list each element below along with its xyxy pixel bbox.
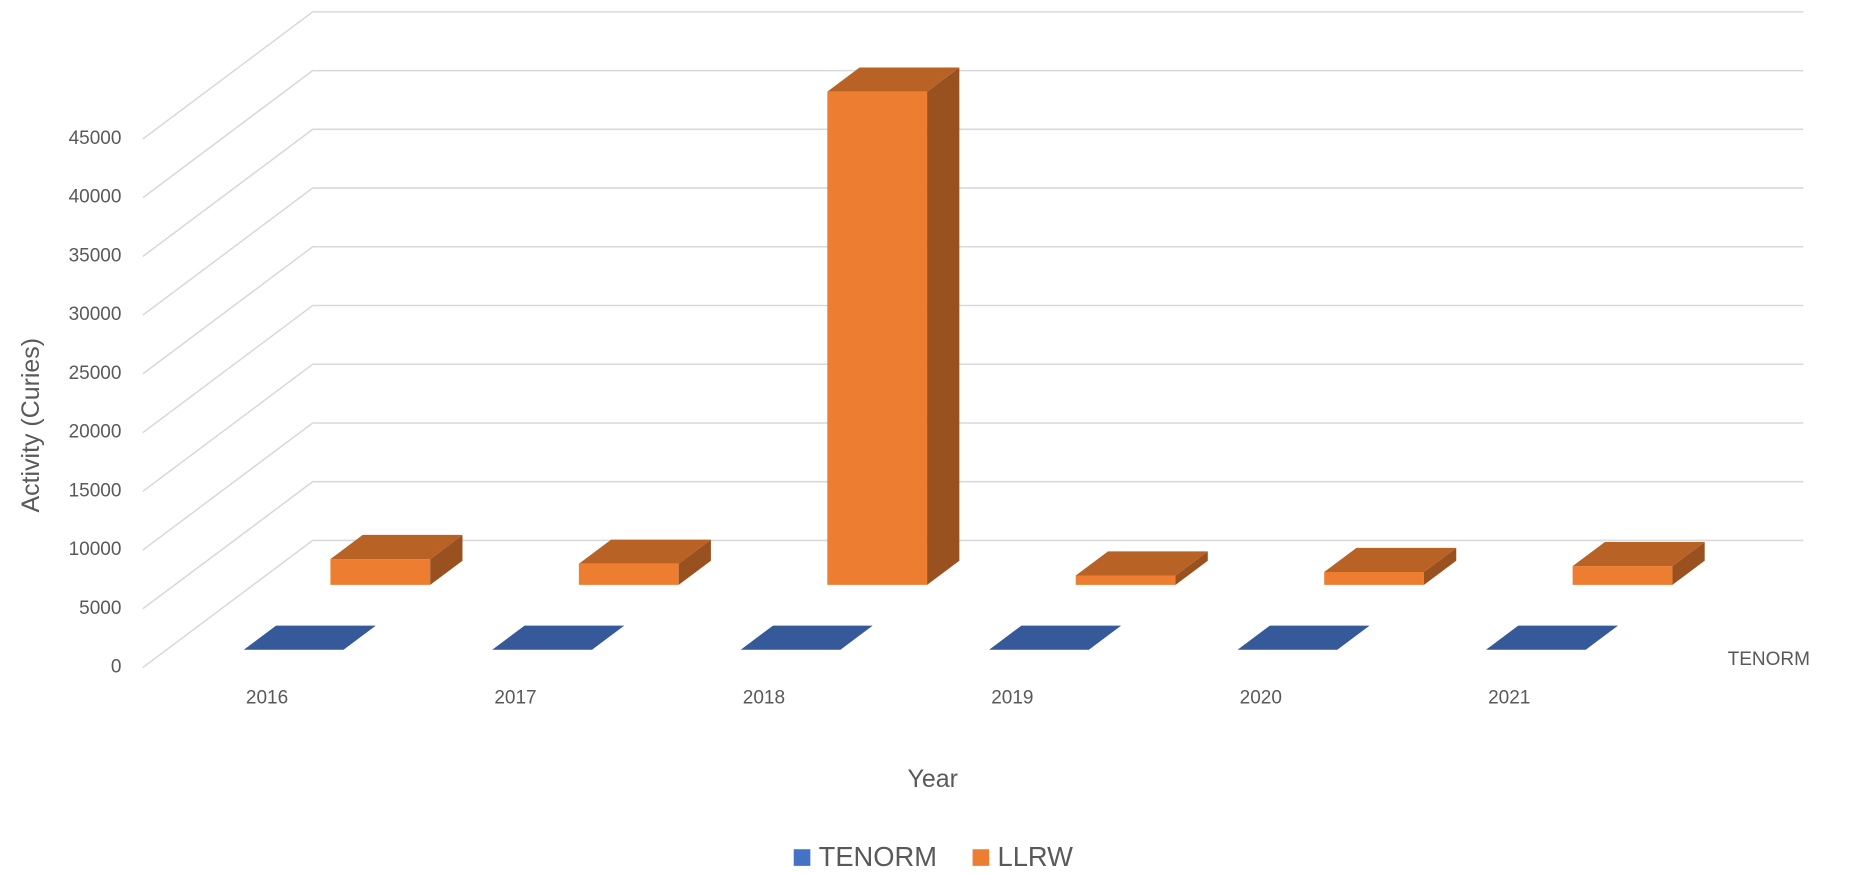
- bar-top: [1237, 625, 1370, 650]
- legend-swatch: [793, 849, 811, 866]
- bar-front: [330, 559, 431, 585]
- y-tick-label: 5000: [79, 598, 121, 619]
- bar-front: [1572, 566, 1673, 585]
- bar-top: [330, 534, 463, 560]
- y-tick-label: 20000: [69, 422, 122, 443]
- bar-top: [1572, 541, 1705, 567]
- grid-line: [142, 422, 1804, 551]
- y-tick-label: 45000: [69, 128, 122, 149]
- legend-swatch: [972, 849, 990, 866]
- bar-top: [492, 625, 625, 650]
- y-tick-label: 25000: [69, 363, 122, 384]
- grid-line: [142, 363, 1804, 492]
- depth-label: TENORM: [1728, 649, 1810, 670]
- bar-side: [1672, 541, 1705, 585]
- x-tick-label: 2016: [246, 687, 288, 708]
- bar-side: [430, 534, 463, 585]
- y-axis-title: Activity (Curies): [17, 338, 45, 513]
- x-tick-label: 2019: [991, 687, 1033, 708]
- bar-top: [1075, 551, 1208, 576]
- bar-top: [243, 625, 376, 650]
- x-axis-title: Year: [907, 765, 957, 793]
- grid-line: [142, 304, 1804, 434]
- bar-top: [1324, 547, 1457, 572]
- bar-top: [827, 67, 960, 92]
- bar-front: [1324, 571, 1424, 585]
- x-tick-label: 2018: [743, 687, 785, 708]
- bar-side: [1175, 551, 1208, 585]
- bar-top: [578, 539, 711, 564]
- bar-side: [678, 539, 711, 585]
- grid-line: [142, 128, 1804, 258]
- x-tick-label: 2017: [494, 687, 536, 708]
- legend-label: LLRW: [998, 841, 1074, 872]
- grid-line: [142, 480, 1804, 610]
- grid-line: [142, 69, 1804, 199]
- y-tick-label: 0: [111, 657, 122, 678]
- bar-front: [827, 91, 928, 585]
- bar-front: [578, 563, 679, 585]
- bar-top: [740, 625, 873, 650]
- bar-front: [1075, 575, 1176, 585]
- bar-side: [1423, 547, 1457, 585]
- grid-line: [142, 187, 1804, 316]
- grid-line: [142, 11, 1804, 140]
- y-tick-label: 15000: [69, 480, 122, 501]
- y-tick-label: 10000: [69, 539, 122, 560]
- y-tick-label: 35000: [69, 245, 122, 266]
- legend-label: TENORM: [819, 841, 937, 872]
- grid-line: [142, 539, 1804, 669]
- x-tick-label: 2021: [1488, 687, 1530, 708]
- y-tick-label: 30000: [69, 304, 122, 325]
- grid-line: [142, 246, 1804, 375]
- bar-top: [989, 625, 1122, 650]
- x-tick-label: 2020: [1240, 687, 1282, 708]
- bar-top: [1486, 625, 1619, 650]
- y-tick-label: 40000: [69, 187, 122, 208]
- bar-side: [927, 67, 960, 585]
